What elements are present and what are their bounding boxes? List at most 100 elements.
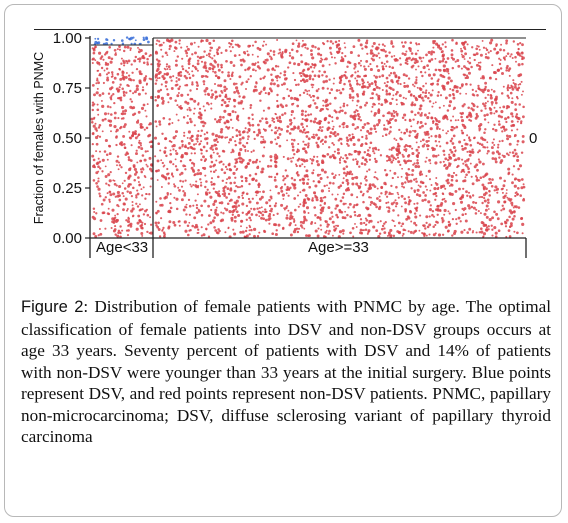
non-dsv-point [492, 138, 495, 141]
non-dsv-point [426, 116, 430, 120]
non-dsv-point [509, 55, 512, 58]
non-dsv-point [229, 187, 233, 190]
non-dsv-point [403, 81, 406, 85]
non-dsv-point [330, 88, 334, 91]
non-dsv-point [240, 100, 244, 103]
non-dsv-point [212, 187, 215, 190]
non-dsv-point [225, 196, 228, 199]
non-dsv-point [350, 193, 354, 197]
non-dsv-point [454, 158, 458, 161]
non-dsv-point [489, 181, 493, 185]
non-dsv-point [99, 57, 103, 60]
non-dsv-point [356, 196, 359, 199]
non-dsv-point [255, 194, 258, 197]
non-dsv-point [383, 62, 386, 65]
non-dsv-point [323, 184, 326, 188]
non-dsv-point [137, 145, 141, 149]
non-dsv-point [313, 102, 317, 105]
non-dsv-point [179, 179, 182, 183]
non-dsv-point [483, 197, 486, 200]
non-dsv-point [193, 41, 196, 44]
non-dsv-point [172, 148, 175, 151]
non-dsv-point [315, 89, 319, 93]
non-dsv-point [267, 91, 271, 95]
non-dsv-point [97, 234, 100, 237]
non-dsv-point [442, 149, 446, 153]
non-dsv-point [317, 136, 321, 140]
non-dsv-point [345, 178, 349, 183]
non-dsv-point [400, 182, 404, 186]
non-dsv-point [93, 93, 96, 97]
non-dsv-point [502, 56, 506, 60]
non-dsv-point [133, 167, 137, 171]
non-dsv-point [108, 144, 112, 148]
non-dsv-point [126, 220, 131, 224]
non-dsv-point [332, 143, 335, 146]
non-dsv-point [425, 82, 427, 85]
non-dsv-point [164, 51, 168, 55]
non-dsv-point [359, 190, 363, 194]
non-dsv-point [480, 109, 483, 112]
non-dsv-point [358, 83, 361, 86]
non-dsv-point [326, 184, 328, 187]
non-dsv-point [455, 125, 459, 129]
non-dsv-point [126, 62, 129, 65]
non-dsv-point [429, 127, 433, 131]
non-dsv-point [434, 101, 437, 104]
non-dsv-point [245, 212, 249, 216]
non-dsv-point [451, 217, 455, 221]
non-dsv-point [345, 125, 349, 129]
non-dsv-point [303, 128, 306, 131]
non-dsv-point [169, 68, 171, 71]
figure-caption: Figure 2: Distribution of female patient… [21, 296, 551, 448]
non-dsv-point [174, 40, 178, 44]
non-dsv-point [355, 79, 359, 82]
non-dsv-point [293, 78, 297, 82]
non-dsv-point [119, 77, 123, 81]
non-dsv-point [135, 194, 138, 197]
non-dsv-point [516, 158, 520, 162]
non-dsv-point [400, 194, 404, 198]
non-dsv-point [91, 121, 94, 124]
non-dsv-point [130, 100, 134, 103]
non-dsv-point [329, 131, 333, 135]
non-dsv-point [223, 171, 227, 175]
non-dsv-point [144, 197, 147, 200]
non-dsv-point [283, 183, 287, 186]
non-dsv-point [426, 132, 430, 136]
non-dsv-point [103, 112, 108, 116]
non-dsv-point [328, 46, 332, 50]
non-dsv-point [450, 49, 454, 52]
non-dsv-point [404, 208, 408, 211]
non-dsv-point [97, 177, 100, 180]
non-dsv-point [395, 139, 398, 142]
non-dsv-point [476, 44, 479, 47]
non-dsv-point [220, 66, 223, 69]
non-dsv-point [255, 201, 259, 205]
non-dsv-point [461, 123, 464, 126]
non-dsv-point [262, 138, 265, 141]
non-dsv-point [110, 71, 114, 74]
non-dsv-point [211, 148, 215, 151]
non-dsv-point [343, 160, 346, 163]
non-dsv-point [247, 121, 251, 125]
non-dsv-point [184, 152, 187, 155]
non-dsv-point [354, 149, 358, 153]
non-dsv-point [517, 206, 521, 209]
non-dsv-point [404, 201, 408, 205]
non-dsv-point [513, 230, 516, 233]
non-dsv-point [338, 110, 341, 114]
non-dsv-point [107, 56, 111, 60]
non-dsv-point [353, 118, 356, 121]
non-dsv-point [173, 46, 177, 49]
non-dsv-point [338, 161, 342, 164]
non-dsv-point [360, 143, 364, 146]
non-dsv-point [357, 213, 362, 217]
non-dsv-point [398, 230, 401, 234]
non-dsv-point [414, 52, 418, 56]
non-dsv-point [390, 147, 394, 150]
non-dsv-point [193, 174, 196, 177]
non-dsv-point [418, 229, 421, 232]
non-dsv-point [336, 193, 339, 196]
non-dsv-point [238, 54, 241, 57]
